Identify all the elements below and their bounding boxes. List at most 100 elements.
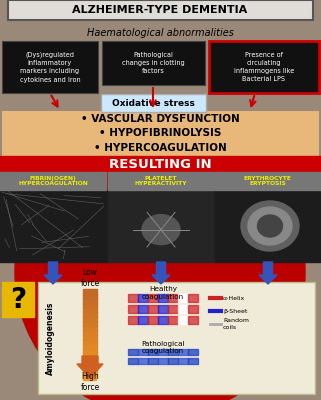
Bar [128,294,138,302]
Bar [128,316,138,324]
Bar [209,41,319,93]
Bar [168,358,178,364]
Bar [0,156,321,172]
Text: Healthy
coagulation: Healthy coagulation [142,286,184,300]
Bar [83,316,97,322]
Bar [2,41,98,93]
Bar [38,282,315,394]
Bar [148,294,158,302]
Bar [188,349,198,355]
FancyArrow shape [77,356,103,378]
Bar [83,289,97,294]
Bar [138,349,148,355]
Text: FIBRIN(OGEN)
HYPERCOAGULATION: FIBRIN(OGEN) HYPERCOAGULATION [18,176,88,186]
Bar [188,358,198,364]
Bar [83,370,97,376]
Bar [2,111,319,156]
Bar [128,349,138,355]
Bar [158,316,168,324]
Bar [158,294,168,302]
Bar [215,172,321,190]
Text: High
force: High force [80,372,100,392]
Text: Low
force: Low force [80,268,100,288]
Bar [83,334,97,340]
Bar [168,305,178,313]
FancyArrow shape [259,262,277,284]
Bar [83,343,97,348]
Bar [83,302,97,308]
Bar [168,349,178,355]
Bar [128,316,198,324]
Bar [83,356,97,362]
FancyBboxPatch shape [101,94,206,112]
Bar [108,172,214,190]
Ellipse shape [142,214,180,244]
Bar [148,305,158,313]
Bar [128,305,138,313]
Text: ALZHEIMER-TYPE DEMENTIA: ALZHEIMER-TYPE DEMENTIA [72,5,247,15]
Bar [8,0,313,20]
Text: Random
coils: Random coils [223,318,249,330]
Text: Presence of
circulating
inflammogens like
Bacterial LPS: Presence of circulating inflammogens lik… [234,52,294,82]
Bar [83,352,97,358]
Bar [83,348,97,353]
Bar [102,41,205,85]
Text: PLATELET
HYPERACTIVITY: PLATELET HYPERACTIVITY [135,176,187,186]
Bar [158,358,168,364]
Bar [128,305,198,313]
Bar [148,358,158,364]
Bar [178,316,188,324]
Bar [108,190,214,262]
Bar [148,316,158,324]
Bar [83,307,97,312]
Bar [138,358,148,364]
FancyArrow shape [44,262,62,284]
Text: • VASCULAR DYSFUNCTION
• HYPOFIBRINOLYSIS
• HYPERCOAGULATION: • VASCULAR DYSFUNCTION • HYPOFIBRINOLYSI… [81,114,239,153]
Bar [0,172,106,190]
Bar [83,320,97,326]
Bar [83,325,97,330]
Bar [148,349,158,355]
Text: Oxidative stress: Oxidative stress [112,98,195,108]
Text: β-Sheet: β-Sheet [223,308,247,314]
Bar [128,358,138,364]
Bar [83,374,97,380]
Bar [138,305,148,313]
Text: Amyloidogenesis: Amyloidogenesis [46,301,55,375]
Bar [128,349,198,355]
Bar [128,294,198,302]
Bar [168,294,178,302]
Text: ?: ? [10,286,26,314]
Bar [188,305,198,313]
Bar [188,316,198,324]
Bar [178,294,188,302]
Text: α-Helix: α-Helix [223,296,245,300]
Bar [158,305,168,313]
Bar [138,294,148,302]
Bar [83,298,97,304]
Bar [2,282,34,317]
Bar [83,361,97,366]
FancyArrow shape [152,262,170,284]
Bar [83,330,97,335]
Ellipse shape [241,201,299,251]
Text: Pathological
coagulation: Pathological coagulation [141,341,185,354]
Ellipse shape [257,215,282,237]
Text: ERYTHROCYTE
ERYPTOSIS: ERYTHROCYTE ERYPTOSIS [244,176,292,186]
Bar [83,338,97,344]
Bar [178,305,188,313]
Bar [83,366,97,371]
Text: RESULTING IN: RESULTING IN [109,158,211,170]
Ellipse shape [248,207,292,245]
Bar [0,190,107,262]
Bar [128,358,198,364]
Text: Pathological
changes in clotting
factors: Pathological changes in clotting factors [122,52,185,74]
Text: Haematological abnormalities: Haematological abnormalities [87,28,233,38]
Bar [138,316,148,324]
Circle shape [15,127,305,400]
Bar [188,294,198,302]
Bar [158,349,168,355]
Bar [178,358,188,364]
Bar [178,349,188,355]
Bar [83,294,97,299]
